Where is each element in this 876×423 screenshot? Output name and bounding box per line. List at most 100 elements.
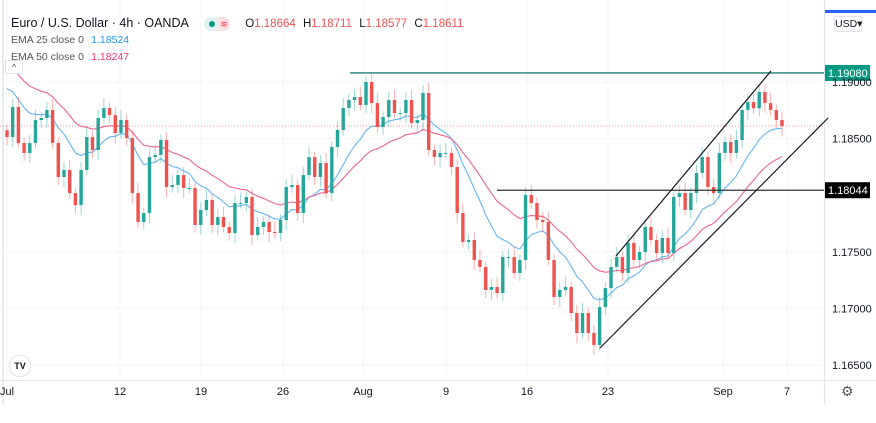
candle[interactable] bbox=[313, 157, 317, 177]
candle[interactable] bbox=[22, 143, 26, 153]
candle[interactable] bbox=[392, 99, 397, 114]
candle[interactable] bbox=[563, 287, 568, 290]
candle[interactable] bbox=[546, 222, 551, 260]
candle[interactable] bbox=[654, 240, 659, 254]
status-badge[interactable]: ≋ bbox=[204, 16, 231, 31]
candle[interactable] bbox=[518, 259, 522, 273]
candle[interactable] bbox=[774, 109, 779, 121]
candle[interactable] bbox=[603, 288, 608, 308]
candle[interactable] bbox=[124, 120, 129, 139]
candle[interactable] bbox=[637, 252, 642, 260]
candle[interactable] bbox=[495, 287, 499, 294]
candle[interactable] bbox=[181, 175, 186, 188]
candle[interactable] bbox=[56, 143, 60, 177]
candle[interactable] bbox=[284, 187, 288, 220]
candle[interactable] bbox=[398, 113, 402, 115]
candle[interactable] bbox=[432, 150, 437, 158]
candle[interactable] bbox=[466, 240, 471, 242]
candle[interactable] bbox=[358, 97, 363, 105]
ema50-line[interactable] bbox=[6, 65, 783, 273]
candle[interactable] bbox=[409, 99, 414, 123]
indicator-ema50[interactable]: EMA 50 close 0 1.18247 bbox=[11, 49, 463, 66]
candle[interactable] bbox=[318, 163, 323, 177]
candle[interactable] bbox=[227, 227, 231, 234]
candle[interactable] bbox=[324, 163, 328, 194]
candle[interactable] bbox=[580, 313, 585, 333]
candle[interactable] bbox=[107, 108, 112, 116]
candle[interactable] bbox=[238, 203, 243, 205]
candle[interactable] bbox=[5, 130, 9, 138]
candle[interactable] bbox=[478, 259, 482, 267]
candle[interactable] bbox=[540, 219, 545, 223]
candle[interactable] bbox=[96, 117, 100, 151]
candle[interactable] bbox=[301, 175, 306, 213]
candle[interactable] bbox=[244, 197, 249, 204]
candle[interactable] bbox=[33, 120, 38, 144]
candle[interactable] bbox=[489, 287, 494, 290]
candle[interactable] bbox=[159, 139, 163, 156]
candle[interactable] bbox=[415, 120, 419, 123]
candle[interactable] bbox=[569, 287, 573, 314]
candle[interactable] bbox=[381, 116, 385, 128]
candle[interactable] bbox=[347, 99, 351, 109]
candle[interactable] bbox=[586, 313, 590, 333]
candle[interactable] bbox=[768, 103, 773, 110]
candle[interactable] bbox=[187, 187, 192, 189]
candle[interactable] bbox=[677, 193, 682, 198]
candle[interactable] bbox=[352, 97, 357, 100]
candle[interactable] bbox=[67, 169, 72, 194]
candle[interactable] bbox=[256, 227, 260, 236]
candle[interactable] bbox=[700, 157, 704, 173]
candle[interactable] bbox=[79, 169, 83, 206]
candle[interactable] bbox=[147, 157, 152, 213]
candle[interactable] bbox=[250, 197, 254, 236]
candle[interactable] bbox=[643, 227, 647, 253]
candle[interactable] bbox=[90, 137, 95, 151]
candle[interactable] bbox=[426, 92, 431, 151]
candle[interactable] bbox=[176, 175, 180, 186]
indicator-ema25[interactable]: EMA 25 close 0 1.18524 bbox=[11, 32, 463, 49]
candle[interactable] bbox=[483, 266, 488, 290]
candle[interactable] bbox=[723, 141, 727, 153]
candle[interactable] bbox=[290, 185, 294, 188]
candle[interactable] bbox=[717, 152, 722, 194]
candle[interactable] bbox=[119, 120, 123, 134]
candle[interactable] bbox=[164, 139, 169, 188]
candle[interactable] bbox=[592, 332, 596, 345]
candle[interactable] bbox=[45, 109, 49, 118]
candle[interactable] bbox=[28, 143, 32, 153]
candle[interactable] bbox=[461, 212, 465, 242]
candle[interactable] bbox=[404, 99, 408, 114]
candle[interactable] bbox=[278, 219, 283, 234]
candle[interactable] bbox=[204, 199, 209, 211]
candle[interactable] bbox=[552, 259, 556, 297]
gear-icon[interactable]: ⚙ bbox=[841, 383, 854, 399]
candle[interactable] bbox=[10, 107, 15, 138]
candle[interactable] bbox=[660, 237, 665, 254]
candle[interactable] bbox=[62, 169, 66, 177]
candle[interactable] bbox=[672, 197, 676, 254]
candle[interactable] bbox=[780, 120, 784, 127]
candle[interactable] bbox=[689, 193, 693, 211]
tradingview-logo[interactable]: TV bbox=[9, 355, 31, 377]
candle[interactable] bbox=[50, 109, 55, 144]
candle[interactable] bbox=[615, 257, 619, 267]
currency-button[interactable]: USD▾ bbox=[834, 16, 863, 32]
candle[interactable] bbox=[529, 194, 533, 204]
candle[interactable] bbox=[364, 82, 368, 105]
candle[interactable] bbox=[706, 157, 710, 188]
candle[interactable] bbox=[233, 203, 237, 234]
channel-lower-line[interactable] bbox=[599, 117, 829, 349]
candle[interactable] bbox=[609, 266, 613, 289]
candle[interactable] bbox=[444, 152, 448, 154]
candle[interactable] bbox=[113, 115, 117, 134]
candle[interactable] bbox=[501, 257, 505, 294]
candle[interactable] bbox=[221, 217, 226, 228]
candle[interactable] bbox=[335, 129, 340, 147]
candle[interactable] bbox=[295, 185, 300, 213]
candle[interactable] bbox=[307, 157, 311, 176]
candle[interactable] bbox=[746, 102, 750, 110]
candle[interactable] bbox=[449, 152, 454, 168]
candle[interactable] bbox=[170, 185, 174, 188]
symbol-title[interactable]: Euro / U.S. Dollar · 4h · OANDA bbox=[11, 16, 189, 30]
